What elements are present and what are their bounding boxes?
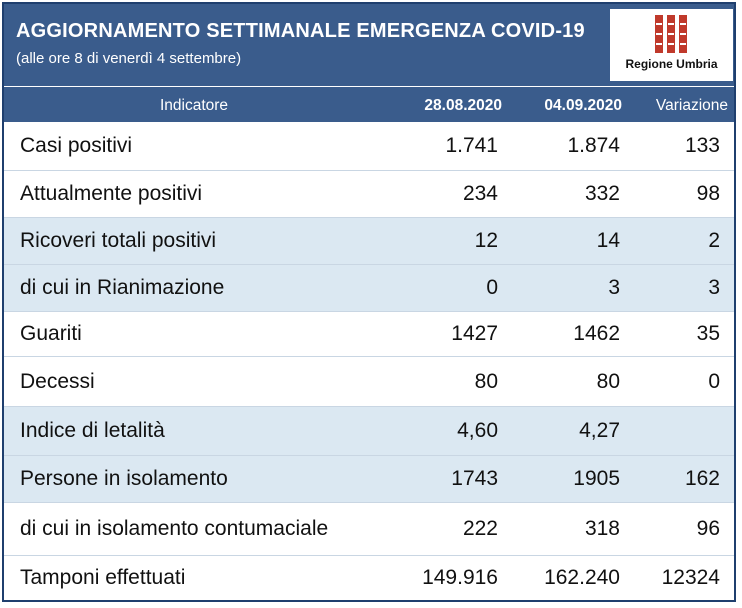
row-value-date-2: 1905 bbox=[573, 467, 620, 490]
page-title: AGGIORNAMENTO SETTIMANALE EMERGENZA COVI… bbox=[16, 20, 585, 42]
row-variation: 35 bbox=[696, 322, 720, 345]
row-value-date-1: 4,60 bbox=[457, 419, 498, 442]
row-indicator: di cui in isolamento contumaciale bbox=[20, 517, 329, 540]
title-banner: AGGIORNAMENTO SETTIMANALE EMERGENZA COVI… bbox=[4, 4, 734, 86]
header-indicator: Indicatore bbox=[159, 97, 229, 114]
table-row: di cui in Rianimazione 0 3 3 bbox=[4, 265, 734, 312]
row-variation: 0 bbox=[708, 369, 720, 393]
row-variation: 133 bbox=[684, 134, 720, 157]
row-value-date-1: 12 bbox=[474, 229, 498, 252]
row-indicator: Ricoveri totali positivi bbox=[20, 229, 217, 252]
row-value-date-2: 80 bbox=[596, 369, 620, 393]
regione-umbria-logo: Regione Umbria bbox=[610, 9, 733, 81]
row-value-date-2: 3 bbox=[608, 276, 620, 299]
row-value-date-1: 234 bbox=[462, 182, 498, 205]
page-subtitle: (alle ore 8 di venerdì 4 settembre) bbox=[16, 50, 242, 67]
row-variation: 3 bbox=[708, 276, 720, 299]
row-value-date-1: 1427 bbox=[451, 322, 498, 345]
regione-umbria-emblem-icon bbox=[655, 15, 687, 53]
row-value-date-1: 149.916 bbox=[422, 566, 498, 589]
row-value-date-2: 1.874 bbox=[567, 134, 620, 157]
table-header: Indicatore 28.08.2020 04.09.2020 Variazi… bbox=[4, 86, 734, 122]
row-variation: 96 bbox=[696, 517, 720, 540]
row-value-date-1: 80 bbox=[474, 369, 498, 393]
row-variation: 98 bbox=[696, 182, 720, 205]
row-value-date-2: 4,27 bbox=[579, 419, 620, 442]
row-value-date-1: 1.741 bbox=[445, 134, 498, 157]
table-row: Decessi 80 80 0 bbox=[4, 357, 734, 407]
table-row: Indice di letalità 4,60 4,27 bbox=[4, 407, 734, 456]
header-date-1: 28.08.2020 bbox=[424, 97, 502, 114]
logo-text: Regione Umbria bbox=[625, 57, 718, 71]
row-value-date-2: 332 bbox=[584, 182, 620, 205]
row-value-date-2: 14 bbox=[596, 229, 620, 252]
bulletin-frame: AGGIORNAMENTO SETTIMANALE EMERGENZA COVI… bbox=[2, 2, 736, 602]
row-value-date-2: 162.240 bbox=[544, 566, 620, 589]
row-indicator: Decessi bbox=[20, 369, 95, 393]
row-variation: 162 bbox=[684, 467, 720, 490]
row-value-date-1: 1743 bbox=[451, 467, 498, 490]
header-date-2: 04.09.2020 bbox=[544, 97, 622, 114]
row-indicator: Guariti bbox=[20, 322, 82, 345]
row-indicator: di cui in Rianimazione bbox=[20, 276, 225, 299]
row-variation: 12324 bbox=[661, 566, 720, 589]
row-indicator: Indice di letalità bbox=[20, 419, 165, 442]
table-row: Casi positivi 1.741 1.874 133 bbox=[4, 122, 734, 171]
table-row: di cui in isolamento contumaciale 222 31… bbox=[4, 503, 734, 556]
row-value-date-2: 1462 bbox=[573, 322, 620, 345]
row-indicator: Tamponi effettuati bbox=[20, 566, 186, 589]
table-row: Ricoveri totali positivi 12 14 2 bbox=[4, 218, 734, 265]
header-variation: Variazione bbox=[655, 97, 728, 114]
row-indicator: Persone in isolamento bbox=[20, 467, 228, 490]
row-value-date-1: 0 bbox=[486, 276, 498, 299]
row-value-date-1: 222 bbox=[462, 517, 498, 540]
table-row: Guariti 1427 1462 35 bbox=[4, 312, 734, 357]
row-value-date-2: 318 bbox=[584, 517, 620, 540]
row-variation: 2 bbox=[708, 229, 720, 252]
row-indicator: Attualmente positivi bbox=[20, 182, 203, 205]
table-row: Attualmente positivi 234 332 98 bbox=[4, 171, 734, 218]
table-row: Tamponi effettuati 149.916 162.240 12324 bbox=[4, 556, 734, 600]
table-row: Persone in isolamento 1743 1905 162 bbox=[4, 456, 734, 503]
row-indicator: Casi positivi bbox=[20, 134, 133, 157]
